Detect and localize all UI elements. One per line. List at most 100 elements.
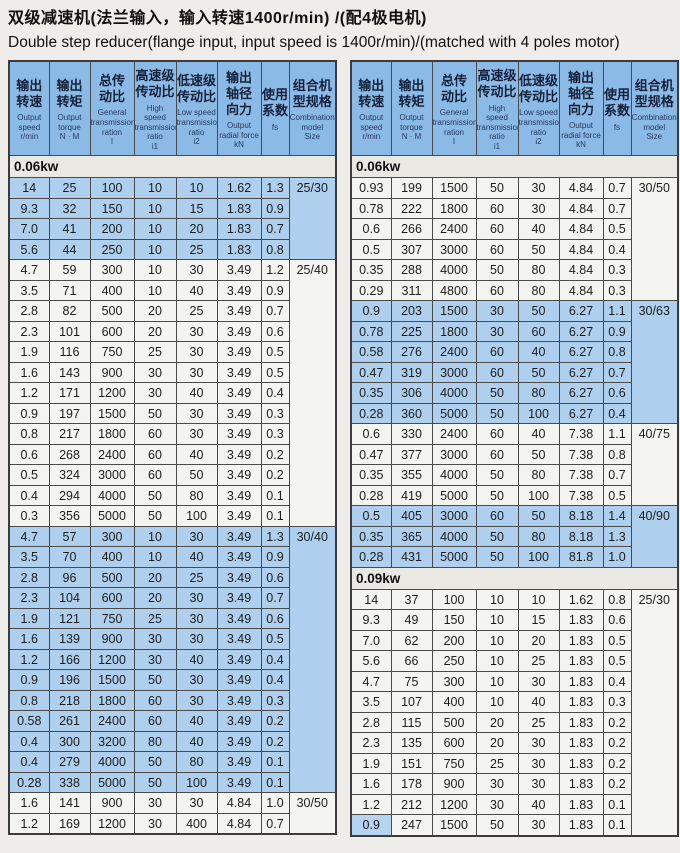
- cell-general-ratio: 600: [89, 320, 135, 343]
- cell-radial-force: 1.83: [558, 670, 604, 693]
- cell-output-speed: 0.29: [350, 279, 392, 302]
- cell-low-speed-ratio: 80: [517, 464, 560, 486]
- cell-service-factor: 0.7: [260, 812, 290, 835]
- cell-general-ratio: 2400: [431, 423, 477, 445]
- table-row: 1.6 139 900 30 30 3.49 0.5: [8, 628, 336, 650]
- cell-radial-force: 6.27: [558, 382, 604, 404]
- table-row: 0.9 196 1500 50 30 3.49 0.4: [8, 669, 336, 691]
- cell-service-factor: 0.1: [260, 484, 290, 507]
- col-header-zh: 总传 动比: [98, 72, 125, 105]
- col-header-zh: 输出 转速: [16, 77, 43, 109]
- table-row: 0.9 197 1500 50 30 3.49 0.3: [8, 402, 336, 425]
- cell-general-ratio: 100: [431, 588, 477, 611]
- cell-general-ratio: 3000: [89, 464, 135, 486]
- cell-output-speed: 2.8: [350, 711, 392, 734]
- cell-radial-force: 7.38: [558, 443, 604, 466]
- cell-low-speed-ratio: 15: [175, 197, 218, 220]
- cell-radial-force: 1.62: [558, 588, 604, 611]
- cell-output-torque: 300: [48, 730, 91, 753]
- table-row: 0.6 268 2400 60 40 3.49 0.2: [8, 443, 336, 466]
- cell-low-speed-ratio: 100: [517, 546, 560, 568]
- table-row: 1.9 151 750 25 30 1.83 0.2: [350, 752, 678, 775]
- cell-high-speed-ratio: 60: [475, 218, 519, 240]
- cell-service-factor: 0.2: [602, 711, 632, 734]
- cell-output-torque: 338: [48, 771, 91, 794]
- cell-service-factor: 0.6: [260, 607, 290, 630]
- table-row: 0.78 222 1800 60 30 4.84 0.7: [350, 197, 678, 220]
- cell-high-speed-ratio: 60: [133, 710, 177, 732]
- cell-output-torque: 405: [390, 505, 433, 527]
- cell-output-speed: 2.8: [8, 566, 50, 589]
- cell-low-speed-ratio: 60: [517, 320, 560, 343]
- cell-high-speed-ratio: 30: [475, 793, 519, 816]
- cell-general-ratio: 4000: [431, 382, 477, 404]
- cell-low-speed-ratio: 40: [175, 443, 218, 466]
- cell-service-factor: 0.5: [260, 341, 290, 363]
- cell-low-speed-ratio: 50: [517, 238, 560, 261]
- cell-radial-force: 3.49: [216, 402, 262, 425]
- cell-radial-force: 4.84: [558, 279, 604, 302]
- cell-output-torque: 203: [390, 300, 433, 322]
- cell-output-torque: 266: [390, 218, 433, 240]
- cell-general-ratio: 5000: [431, 546, 477, 568]
- cell-service-factor: 0.9: [602, 320, 632, 343]
- cell-low-speed-ratio: 100: [175, 771, 218, 794]
- cell-output-speed: 0.9: [8, 669, 50, 691]
- cell-output-speed: 0.4: [8, 730, 50, 753]
- cell-general-ratio: 1200: [89, 648, 135, 671]
- table-row: 1.9 121 750 25 30 3.49 0.6: [8, 607, 336, 630]
- cell-service-factor: 0.4: [602, 238, 632, 261]
- cell-radial-force: 3.49: [216, 710, 262, 732]
- cell-low-speed-ratio: 20: [517, 629, 560, 652]
- cell-service-factor: 0.9: [260, 197, 290, 220]
- table-row: 1.2 212 1200 30 40 1.83 0.1: [350, 793, 678, 816]
- cell-general-ratio: 4800: [431, 279, 477, 302]
- cell-high-speed-ratio: 60: [475, 423, 519, 445]
- cell-output-speed: 2.3: [8, 587, 50, 609]
- table-row: 5.6 44 250 10 25 1.83 0.8: [8, 238, 336, 261]
- cell-output-speed: 3.5: [8, 546, 50, 568]
- cell-output-torque: 121: [48, 607, 91, 630]
- cell-output-speed: 0.6: [8, 443, 50, 466]
- cell-high-speed-ratio: 10: [475, 670, 519, 693]
- cell-service-factor: 0.7: [260, 587, 290, 609]
- cell-high-speed-ratio: 60: [475, 361, 519, 384]
- cell-general-ratio: 900: [89, 361, 135, 384]
- table-row: 7.0 62 200 10 20 1.83 0.5: [350, 629, 678, 652]
- cell-radial-force: 3.49: [216, 525, 262, 548]
- cell-output-speed: 1.6: [8, 361, 50, 384]
- cell-general-ratio: 2400: [89, 443, 135, 466]
- cell-output-torque: 419: [390, 484, 433, 507]
- cell-output-torque: 178: [390, 773, 433, 795]
- cell-output-torque: 70: [48, 546, 91, 568]
- cell-high-speed-ratio: 50: [133, 505, 177, 527]
- cell-radial-force: 4.84: [216, 792, 262, 814]
- cell-general-ratio: 900: [431, 773, 477, 795]
- cell-high-speed-ratio: 30: [133, 628, 177, 650]
- cell-service-factor: 0.3: [602, 279, 632, 302]
- cell-output-speed: 0.4: [8, 751, 50, 773]
- cell-output-speed: 0.47: [350, 361, 392, 384]
- cell-output-torque: 218: [48, 689, 91, 712]
- cell-service-factor: 1.2: [260, 259, 290, 281]
- col-header-zh: 使用 系数: [261, 87, 288, 119]
- table-row: 0.28 338 5000 50 100 3.49 0.1: [8, 771, 336, 794]
- cell-service-factor: 0.5: [260, 628, 290, 650]
- col-header-radial-force: 输出 轴径 向力 Output radial force kN: [216, 60, 262, 157]
- cell-general-ratio: 3000: [431, 361, 477, 384]
- cell-output-speed: 4.7: [350, 670, 392, 693]
- cell-model: 25/30: [630, 588, 679, 837]
- cell-radial-force: 6.27: [558, 300, 604, 322]
- cell-low-speed-ratio: 80: [517, 259, 560, 281]
- cell-service-factor: 0.6: [260, 566, 290, 589]
- cell-low-speed-ratio: 30: [517, 752, 560, 775]
- cell-radial-force: 8.18: [558, 505, 604, 527]
- table-row: 0.29 311 4800 60 80 4.84 0.3: [350, 279, 678, 302]
- cell-model: 25/40: [288, 259, 337, 527]
- cell-radial-force: 1.83: [558, 609, 604, 631]
- cell-high-speed-ratio: 10: [475, 609, 519, 631]
- col-header-zh: 使用 系数: [603, 87, 630, 119]
- table-row: 3.5 70 400 10 40 3.49 0.9: [8, 546, 336, 568]
- cell-radial-force: 8.18: [558, 525, 604, 548]
- cell-radial-force: 3.49: [216, 300, 262, 322]
